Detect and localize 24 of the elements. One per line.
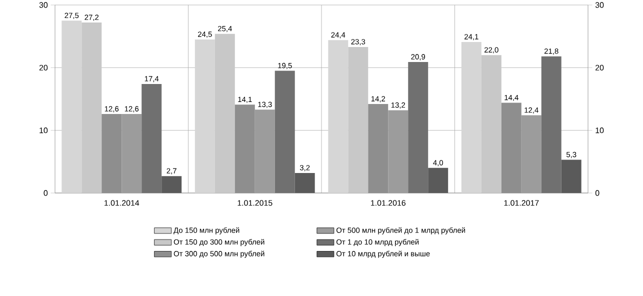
bar: [234, 104, 255, 193]
bar: [481, 55, 502, 193]
bar: [461, 42, 482, 193]
bar: [561, 160, 582, 193]
bar: [328, 40, 348, 193]
bar: [388, 110, 408, 193]
bar: [162, 176, 182, 193]
bar: [428, 168, 448, 193]
bar: [142, 84, 162, 193]
bar: [62, 20, 82, 193]
bar: [194, 39, 215, 193]
bar: [254, 110, 275, 193]
bar: [521, 115, 542, 193]
bar: [122, 114, 142, 193]
bar: [348, 46, 368, 193]
bar: [408, 62, 428, 193]
bar: [274, 70, 295, 193]
bar: [214, 34, 235, 193]
bar: [368, 104, 388, 193]
bar: [541, 56, 562, 193]
bar: [82, 22, 102, 193]
bar: [102, 114, 122, 193]
bar: [501, 102, 522, 193]
bar: [294, 172, 315, 193]
